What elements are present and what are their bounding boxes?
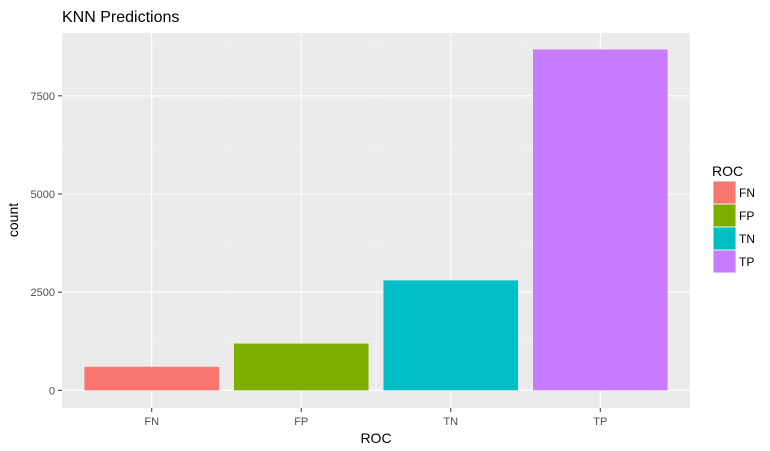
legend-swatch-fp [713, 204, 736, 227]
chart-title: KNN Predictions [62, 9, 179, 26]
legend-label: TP [739, 255, 754, 269]
legend-label: FN [739, 186, 755, 200]
minor-gridlines [62, 33, 690, 408]
y-tick-label: 0 [49, 385, 55, 397]
legend-swatch-tn [713, 227, 736, 250]
bar-tn [383, 280, 519, 391]
legend-swatch-tp [713, 250, 736, 273]
y-axis-title: count [5, 203, 21, 237]
x-tick-label: FN [144, 416, 159, 428]
bar-tp [533, 49, 668, 391]
bar-fn [84, 366, 219, 391]
y-tick-label: 7500 [31, 91, 55, 103]
bar-fp [233, 343, 369, 391]
y-tick-label: 2500 [31, 287, 55, 299]
legend-label: TN [739, 232, 755, 246]
x-tick-label: TP [593, 416, 607, 428]
y-axis-ticks: 0 2500 5000 7500 [31, 91, 62, 397]
x-axis-ticks: FN FP TN TP [144, 408, 607, 428]
legend-swatch-fn [713, 181, 736, 204]
bars [84, 49, 668, 391]
x-tick-label: TN [443, 416, 458, 428]
x-tick-label: FP [294, 416, 308, 428]
legend-title: ROC [712, 163, 743, 179]
legend: ROC FN FP TN TP [712, 163, 755, 273]
x-axis-title: ROC [360, 430, 391, 446]
y-tick-label: 5000 [31, 189, 55, 201]
legend-label: FP [739, 209, 754, 223]
